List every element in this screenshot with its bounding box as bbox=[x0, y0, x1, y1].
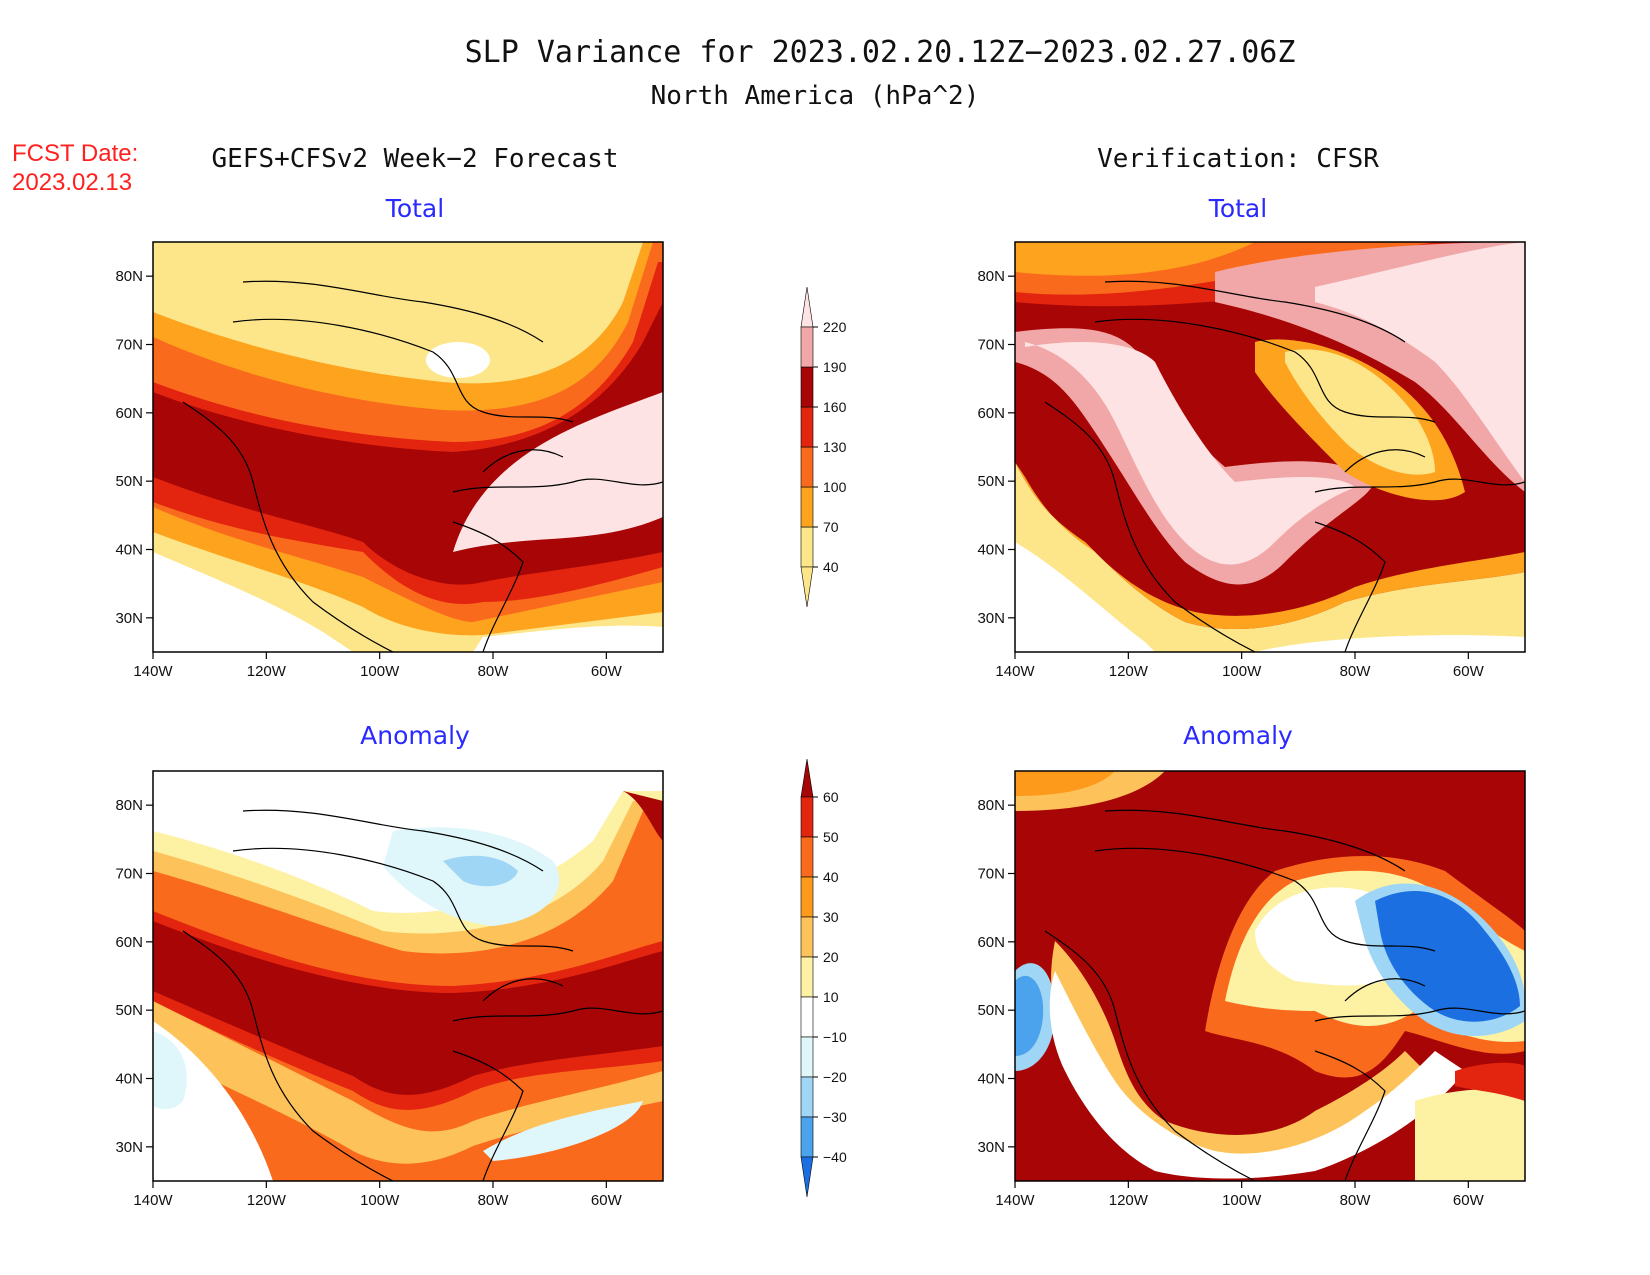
lon-tick-label-forecast-anomaly: 60W bbox=[591, 1192, 623, 1209]
lat-tick-label-forecast-total: 80N bbox=[115, 268, 143, 285]
panel-title-forecast-total: Total bbox=[385, 194, 444, 223]
colorbar-total-label: 130 bbox=[823, 439, 847, 455]
fcst-date-label: FCST Date: bbox=[12, 140, 138, 167]
lon-tick-label-forecast-total: 60W bbox=[591, 663, 623, 680]
colorbar-anomaly-label: 40 bbox=[823, 869, 839, 885]
colorbar-anomaly-segment bbox=[800, 836, 814, 878]
colorbar-anomaly-segment bbox=[800, 996, 814, 1038]
axis-labels: 80N 70N 60N 50N 40N 30N 140W 120W 100W 80W 60W 80N 7… bbox=[115, 268, 1484, 1209]
lon-tick-label-forecast-anomaly: 100W bbox=[360, 1192, 400, 1209]
colorbar-total-segment bbox=[800, 406, 814, 448]
panel-title-forecast-anomaly: Anomaly bbox=[360, 721, 470, 750]
verification-column-header: Verification: CFSR bbox=[1097, 144, 1379, 174]
colorbar-anomaly-segment bbox=[800, 796, 814, 838]
colorbar-total-segment bbox=[800, 326, 814, 368]
lon-tick-label-verification-anomaly: 100W bbox=[1222, 1192, 1262, 1209]
map-forecast-total bbox=[152, 241, 664, 653]
lat-tick-label-verification-anomaly: 70N bbox=[977, 866, 1005, 883]
colorbar-total-label: 70 bbox=[823, 519, 839, 535]
main-title: SLP Variance for 2023.02.20.12Z−2023.02.… bbox=[465, 35, 1296, 70]
lat-tick-label-forecast-total: 40N bbox=[115, 542, 143, 559]
colorbar-total-segment bbox=[800, 486, 814, 528]
colorbar-anomaly-segment bbox=[800, 916, 814, 958]
lat-tick-label-verification-anomaly: 60N bbox=[977, 934, 1005, 951]
colorbar-total-segment bbox=[800, 526, 814, 568]
colorbar-anomaly-segment bbox=[800, 956, 814, 998]
colorbar-anomaly-label: −20 bbox=[823, 1069, 847, 1085]
lat-tick-label-forecast-anomaly: 70N bbox=[115, 866, 143, 883]
panel-title-verification-total: Total bbox=[1208, 194, 1267, 223]
lat-tick-label-verification-total: 30N bbox=[977, 610, 1005, 627]
colorbar-anomaly-label: −10 bbox=[823, 1029, 847, 1045]
colorbar-anomaly-cap-top bbox=[800, 758, 814, 798]
lat-tick-label-forecast-anomaly: 60N bbox=[115, 934, 143, 951]
colorbar-total-label: 160 bbox=[823, 399, 847, 415]
lat-tick-label-forecast-anomaly: 80N bbox=[115, 797, 143, 814]
colorbar-anomaly-segment bbox=[800, 1076, 814, 1118]
colorbar-anomaly-label: 20 bbox=[823, 949, 839, 965]
lat-tick-label-verification-anomaly: 40N bbox=[977, 1071, 1005, 1088]
lat-tick-label-verification-total: 60N bbox=[977, 405, 1005, 422]
colorbar-anomaly-segment bbox=[800, 1036, 814, 1078]
colorbar-anomaly-segment bbox=[800, 876, 814, 918]
lon-tick-label-verification-total: 120W bbox=[1109, 663, 1149, 680]
lon-tick-label-forecast-total: 100W bbox=[360, 663, 400, 680]
lon-tick-label-verification-anomaly: 140W bbox=[995, 1192, 1035, 1209]
colorbar-anomaly: 60 50 40 30 20 10 −10 −20 −30 −40 bbox=[800, 758, 847, 1198]
colorbar-anomaly-label: 30 bbox=[823, 909, 839, 925]
lon-tick-label-forecast-total: 120W bbox=[247, 663, 287, 680]
lon-tick-label-verification-total: 60W bbox=[1453, 663, 1485, 680]
lon-tick-label-forecast-anomaly: 120W bbox=[247, 1192, 287, 1209]
lat-tick-label-forecast-anomaly: 40N bbox=[115, 1071, 143, 1088]
lat-tick-label-verification-total: 40N bbox=[977, 542, 1005, 559]
colorbar-anomaly-label: 50 bbox=[823, 829, 839, 845]
map-verification-anomaly bbox=[1014, 770, 1526, 1182]
lon-tick-label-verification-total: 100W bbox=[1222, 663, 1262, 680]
lon-tick-label-forecast-total: 80W bbox=[478, 663, 510, 680]
lon-tick-label-verification-total: 140W bbox=[995, 663, 1035, 680]
map-verification-total bbox=[1014, 241, 1526, 653]
colorbar-total-label: 190 bbox=[823, 359, 847, 375]
map-forecast-anomaly bbox=[152, 770, 664, 1182]
lat-tick-label-verification-total: 50N bbox=[977, 473, 1005, 490]
colorbar-total-label: 40 bbox=[823, 559, 839, 575]
main-subtitle: North America (hPa^2) bbox=[651, 81, 980, 111]
lat-tick-label-forecast-anomaly: 50N bbox=[115, 1002, 143, 1019]
colorbar-total-segment bbox=[800, 446, 814, 488]
fcst-date-value: 2023.02.13 bbox=[12, 169, 132, 196]
colorbar-anomaly-label: 60 bbox=[823, 789, 839, 805]
lat-tick-label-verification-total: 70N bbox=[977, 337, 1005, 354]
colorbar-total-cap-bottom bbox=[800, 566, 814, 608]
colorbar-anomaly-segment bbox=[800, 1116, 814, 1158]
colorbar-anomaly-label: −30 bbox=[823, 1109, 847, 1125]
lat-tick-label-forecast-total: 70N bbox=[115, 337, 143, 354]
lon-tick-label-verification-anomaly: 80W bbox=[1340, 1192, 1372, 1209]
colorbar-total: 40 70 100 130 160 190 220 bbox=[800, 286, 847, 608]
lon-tick-label-forecast-anomaly: 140W bbox=[133, 1192, 173, 1209]
lat-tick-label-forecast-total: 30N bbox=[115, 610, 143, 627]
lat-tick-label-verification-anomaly: 80N bbox=[977, 797, 1005, 814]
lat-tick-label-forecast-total: 50N bbox=[115, 473, 143, 490]
colorbar-total-cap-top bbox=[800, 286, 814, 328]
lat-tick-label-forecast-total: 60N bbox=[115, 405, 143, 422]
lon-tick-label-verification-total: 80W bbox=[1340, 663, 1372, 680]
colorbar-total-segment bbox=[800, 366, 814, 408]
panel-title-verification-anomaly: Anomaly bbox=[1183, 721, 1293, 750]
colorbar-total-label: 220 bbox=[823, 319, 847, 335]
lon-tick-label-forecast-anomaly: 80W bbox=[478, 1192, 510, 1209]
lat-tick-label-verification-anomaly: 50N bbox=[977, 1002, 1005, 1019]
lat-tick-label-forecast-anomaly: 30N bbox=[115, 1139, 143, 1156]
colorbar-anomaly-label: 10 bbox=[823, 989, 839, 1005]
colorbar-total-label: 100 bbox=[823, 479, 847, 495]
forecast-column-header: GEFS+CFSv2 Week−2 Forecast bbox=[212, 144, 619, 174]
lon-tick-label-verification-anomaly: 60W bbox=[1453, 1192, 1485, 1209]
lat-tick-label-verification-total: 80N bbox=[977, 268, 1005, 285]
lon-tick-label-forecast-total: 140W bbox=[133, 663, 173, 680]
colorbar-anomaly-label: −40 bbox=[823, 1149, 847, 1165]
colorbar-anomaly-cap-bottom bbox=[800, 1156, 814, 1198]
lon-tick-label-verification-anomaly: 120W bbox=[1109, 1192, 1149, 1209]
lat-tick-label-verification-anomaly: 30N bbox=[977, 1139, 1005, 1156]
